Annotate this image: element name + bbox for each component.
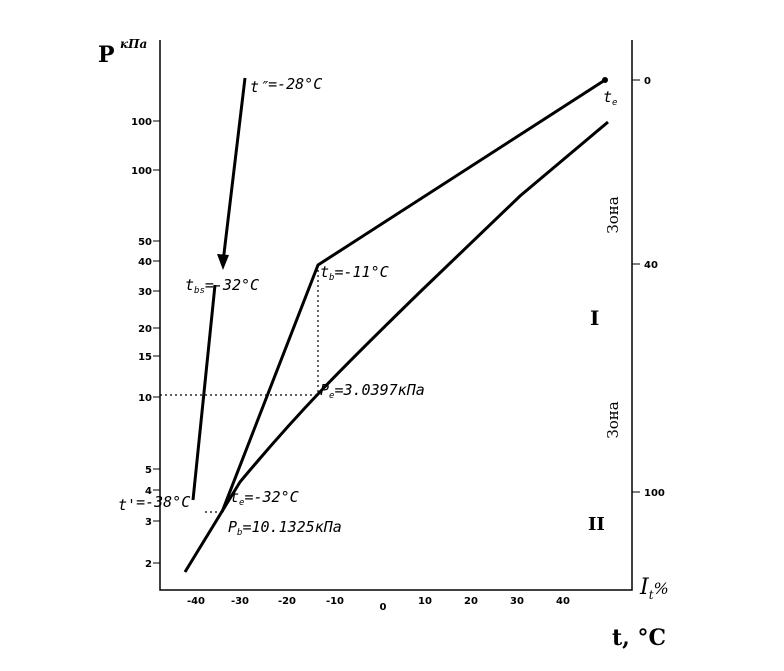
y2-label-main: I	[639, 575, 650, 600]
annotation-main: t	[185, 276, 194, 294]
annotation-main: P	[320, 381, 329, 399]
zone-word: Зона	[604, 401, 622, 438]
annotation-rest: =-28°C	[268, 75, 322, 93]
y2-tick-label: 40	[644, 260, 658, 271]
annotation-main: t	[230, 488, 239, 506]
y-tick-label: 5	[145, 465, 152, 476]
y-tick-label: 15	[138, 352, 152, 363]
zone-numeral: I	[590, 306, 599, 330]
zone-numeral: II	[588, 514, 605, 535]
y2-tick-label: 0	[644, 76, 651, 87]
annotation-rest: =-38°C	[136, 493, 190, 511]
annotation-rest: =3.0397кПа	[334, 381, 424, 399]
annotation-rest: =-11°C	[334, 263, 388, 281]
y2-tick-label: 100	[644, 488, 665, 499]
arrow-head	[217, 254, 229, 270]
x-tick-label: -20	[278, 596, 296, 607]
arrow-line	[221, 77, 247, 263]
annotation: Pb=10.1325кПа	[228, 518, 342, 538]
y-tick-label: 3	[145, 517, 152, 528]
annotation: t″=-28°C	[250, 75, 322, 96]
upper-curve	[220, 78, 606, 513]
y-tick-label: 10	[138, 393, 152, 404]
y2-label-sub: t	[649, 588, 654, 602]
y-tick-label: 100	[131, 117, 152, 128]
annotation-sub: e	[239, 498, 244, 508]
annotation-sub: e	[612, 98, 617, 108]
annotation: tb=-11°C	[320, 263, 389, 283]
y-tick-label: 50	[138, 237, 152, 248]
annotation-main: t	[320, 263, 329, 281]
annotation: te=-32°C	[230, 488, 299, 508]
x-label: t, °C	[612, 625, 666, 651]
annotation-rest: =-32°C	[244, 488, 298, 506]
guide-lines	[160, 265, 320, 513]
x-tick-label: 0	[380, 602, 387, 613]
connector-line	[191, 284, 217, 501]
point	[602, 77, 608, 83]
y-tick-label: 20	[138, 324, 152, 335]
x-tick-label: -40	[187, 596, 205, 607]
annotation-rest: =-32°C	[205, 276, 259, 294]
annotations: t″=-28°Ctbs=-32°Ctb=-11°CPe=3.0397кПаt'=…	[118, 75, 617, 538]
y-tick-label: 2	[145, 559, 152, 570]
y-tick-label: 100	[131, 166, 152, 177]
annotation-sub: e	[329, 391, 334, 401]
y2-label: It%	[639, 575, 669, 602]
x-tick-label: 40	[556, 596, 570, 607]
axes-frame	[159, 40, 633, 591]
y-tick-label: 40	[138, 257, 152, 268]
annotation: Pe=3.0397кПа	[320, 381, 425, 401]
x-tick-label: -30	[231, 596, 249, 607]
annotation-sub: b	[237, 528, 242, 538]
annotation: t'=-38°C	[118, 493, 190, 514]
y2-unit: %	[654, 579, 669, 598]
annotation: tbs=-32°C	[185, 276, 259, 296]
annotation: te	[603, 88, 617, 108]
x-tick-label: 20	[464, 596, 478, 607]
y-unit: кПа	[120, 37, 147, 51]
annotation-sub: bs	[194, 286, 205, 296]
y-tick-label: 4	[145, 486, 152, 497]
y-label: P	[98, 42, 115, 68]
x-tick-label: 30	[510, 596, 524, 607]
annotation-main: t'	[118, 496, 136, 514]
lower-curve	[183, 120, 609, 573]
y-tick-label: 30	[138, 287, 152, 298]
annotation-sub: b	[329, 273, 334, 283]
annotation-main: t″	[250, 78, 269, 96]
annotation-main: P	[228, 518, 237, 536]
annotation-rest: =10.1325кПа	[242, 518, 341, 536]
annotation-main: t	[603, 88, 612, 106]
x-tick-label: -10	[326, 596, 344, 607]
zone-word: Зона	[604, 196, 622, 233]
x-tick-label: 10	[418, 596, 432, 607]
